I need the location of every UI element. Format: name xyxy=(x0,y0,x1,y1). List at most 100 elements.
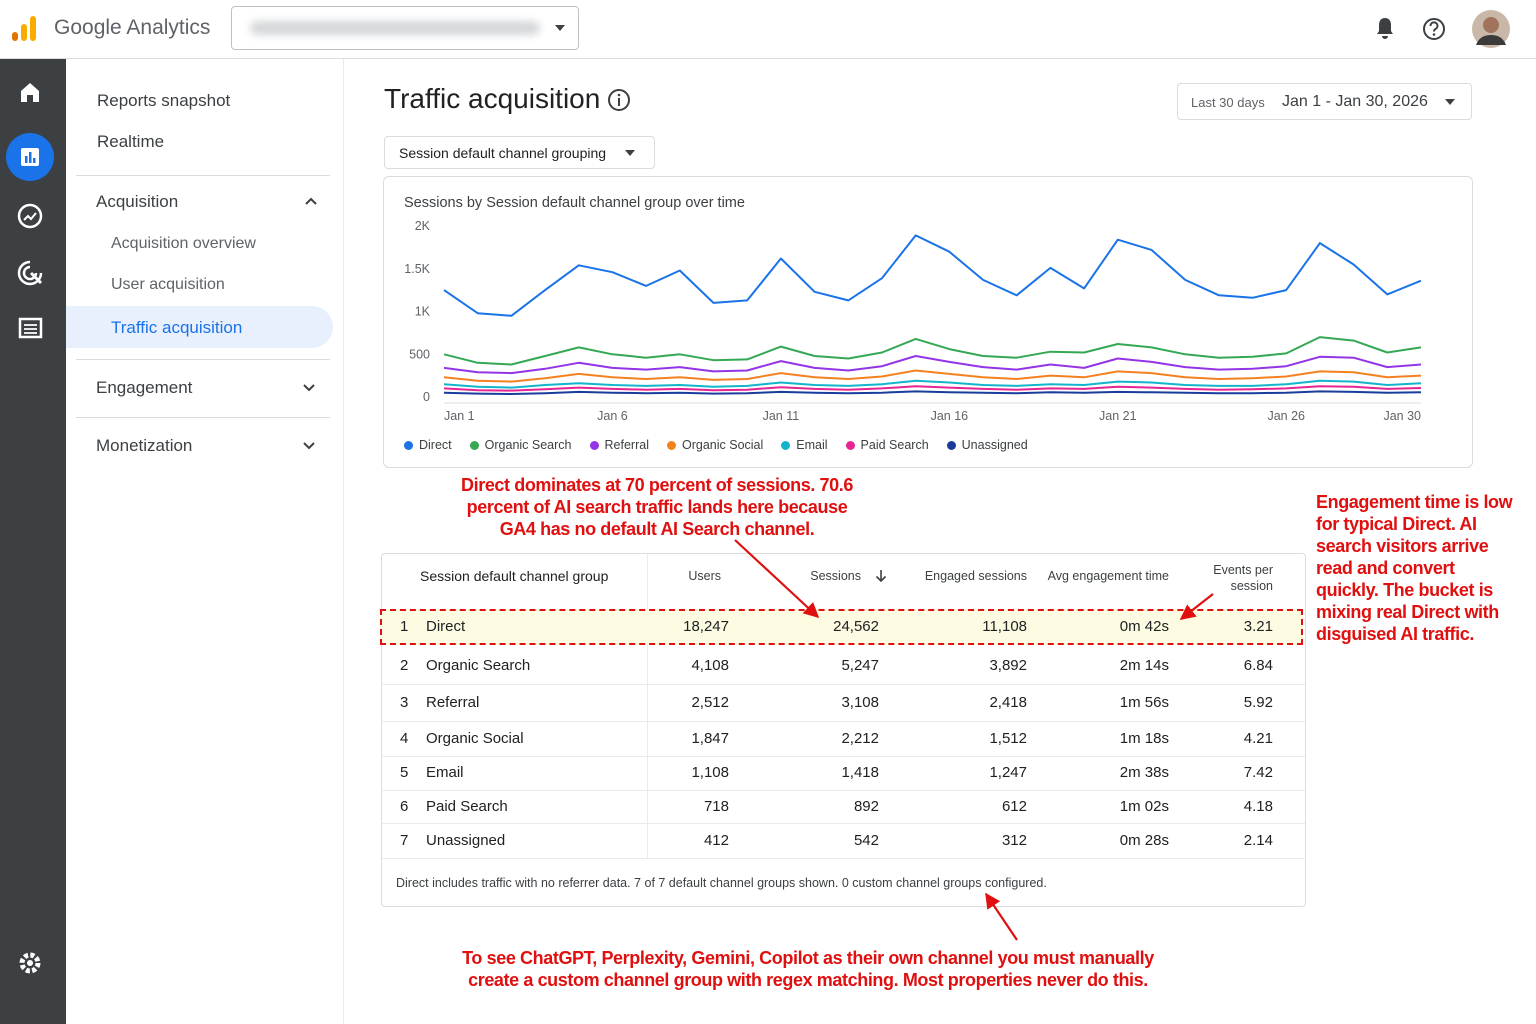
home-icon[interactable] xyxy=(21,83,39,102)
chart-card: Direct Organic Search Referral Organic Soci… xyxy=(383,176,1473,468)
table-cell: 2,212 xyxy=(841,729,879,747)
table-cell: 2m 14s xyxy=(1119,656,1169,674)
annotation: Direct dominates at 70 percent of sessio… xyxy=(461,475,853,539)
table-cell: 1m 02s xyxy=(1119,797,1169,815)
legend-item[interactable]: Paid Search xyxy=(845,438,929,452)
expand-icon[interactable] xyxy=(302,441,316,451)
table-cell: 2.14 xyxy=(1243,831,1273,849)
table-cell: Organic Search xyxy=(426,656,531,674)
notifications-icon[interactable] xyxy=(1373,15,1397,41)
column-header: Events per session xyxy=(1213,563,1273,593)
nav-section[interactable]: Acquisition xyxy=(96,192,179,211)
nav-subitem[interactable]: Acquisition overview xyxy=(111,235,256,252)
logo xyxy=(12,16,36,41)
nav-item[interactable]: Realtime xyxy=(97,132,165,151)
library-icon[interactable] xyxy=(18,317,43,339)
dropdown-icon xyxy=(625,150,635,156)
table-cell: 612 xyxy=(1001,797,1027,815)
legend-item[interactable]: Organic Social xyxy=(666,438,763,452)
table-cell: 4.21 xyxy=(1243,729,1273,747)
table-cell: 6 xyxy=(400,797,409,815)
legend-item[interactable]: Email xyxy=(781,438,828,452)
highlight-row xyxy=(380,609,1303,645)
table-cell: 7.42 xyxy=(1243,764,1273,781)
table-cell: 4 xyxy=(400,729,409,747)
table-cell: 4.18 xyxy=(1243,797,1273,815)
table-cell: Referral xyxy=(426,693,480,711)
legend-label: Organic Search xyxy=(484,438,572,452)
page-title: Traffic acquisition xyxy=(384,83,601,114)
table-cell: 1m 18s xyxy=(1119,729,1169,747)
table-cell: 18,247 xyxy=(683,618,729,635)
legend-label: Unassigned xyxy=(961,438,1028,452)
blurred-property xyxy=(250,21,540,35)
table-cell: 0m 42s xyxy=(1119,618,1169,635)
legend-swatch xyxy=(845,440,855,450)
table-cell: 412 xyxy=(703,831,729,849)
divider xyxy=(76,175,330,176)
nav-item[interactable]: Reports snapshot xyxy=(97,91,231,110)
nav-section[interactable]: Engagement xyxy=(96,378,193,397)
table-cell: Unassigned xyxy=(426,831,506,849)
table-footnote: Direct includes traffic with no referrer… xyxy=(396,876,1047,890)
table-cell: 1,512 xyxy=(989,729,1027,747)
dimension-label: Session default channel grouping xyxy=(399,145,607,161)
legend: Direct Organic Search Referral Organic Soci… xyxy=(404,438,1028,452)
active-item-bg xyxy=(66,306,333,348)
nav-section[interactable]: Monetization xyxy=(96,436,193,455)
table-cell: 1,247 xyxy=(989,764,1027,781)
column-header: Avg engagement time xyxy=(1047,569,1169,583)
annotation: To see ChatGPT, Perplexity, Gemini, Copi… xyxy=(462,948,1154,990)
info-icon[interactable] xyxy=(607,88,631,112)
help-icon[interactable] xyxy=(1421,16,1447,42)
table-cell: 2m 38s xyxy=(1119,764,1169,781)
collapse-icon[interactable] xyxy=(304,196,318,206)
dropdown-icon xyxy=(1445,99,1455,105)
explore-icon[interactable] xyxy=(17,203,43,229)
legend-item[interactable]: Organic Search xyxy=(469,438,572,452)
legend-item[interactable]: Unassigned xyxy=(946,438,1028,452)
legend-swatch xyxy=(469,440,479,450)
legend-swatch xyxy=(946,440,956,450)
divider xyxy=(76,359,330,360)
table-cell: 3,108 xyxy=(841,693,879,711)
property-selector[interactable] xyxy=(231,6,579,50)
column-header: Sessions xyxy=(810,569,861,583)
table-cell: 1m 56s xyxy=(1119,693,1169,711)
table-cell: Organic Social xyxy=(426,729,524,747)
row-divider xyxy=(382,858,1305,859)
table-cell: 0m 28s xyxy=(1119,831,1169,849)
table-cell: 5.92 xyxy=(1243,693,1273,711)
legend-label: Email xyxy=(796,438,828,452)
legend-item[interactable]: Direct xyxy=(404,438,452,452)
chart-title: Sessions by Session default channel grou… xyxy=(404,195,745,211)
avatar[interactable] xyxy=(1471,9,1511,49)
sort-icon[interactable] xyxy=(875,569,887,583)
nav-subitem-active[interactable]: Traffic acquisition xyxy=(111,318,243,337)
nav-subitem[interactable]: User acquisition xyxy=(111,276,225,293)
data-table: Session default channel group Users Sessio… xyxy=(380,553,1306,907)
legend-item[interactable]: Referral xyxy=(589,438,649,452)
dimension-selector[interactable]: Session default channel grouping xyxy=(384,136,655,169)
row-divider xyxy=(382,790,1305,791)
row-divider xyxy=(382,721,1305,722)
dropdown-icon xyxy=(555,25,565,31)
date-picker[interactable]: Last 30 days Jan 1 - Jan 30, 2026 xyxy=(1177,83,1472,120)
rail-icons xyxy=(6,83,54,974)
table-cell: 5 xyxy=(400,764,409,781)
table-cell: 6.84 xyxy=(1243,656,1273,674)
settings-icon[interactable] xyxy=(19,952,41,974)
nav-rail xyxy=(0,59,66,1024)
legend-swatch xyxy=(781,440,791,450)
expand-icon[interactable] xyxy=(302,383,316,393)
table-cell: 892 xyxy=(853,797,879,815)
table-cell: Direct xyxy=(426,618,466,635)
table-cell: 3 xyxy=(400,693,409,711)
table-cell: 5,247 xyxy=(841,656,879,674)
table-cell: Email xyxy=(426,764,464,781)
table-cell: 24,562 xyxy=(833,618,879,635)
table-cell: 1,847 xyxy=(691,729,729,747)
table-cell: 2 xyxy=(400,656,409,674)
row-divider xyxy=(382,823,1305,824)
